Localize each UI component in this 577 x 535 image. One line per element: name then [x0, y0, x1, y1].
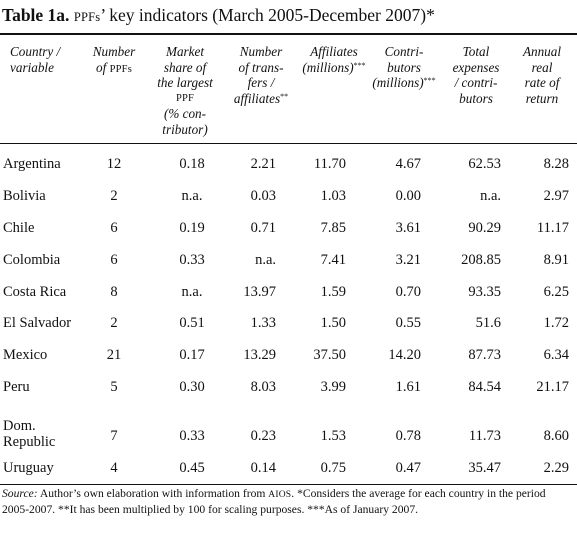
cell-return: 6.25	[543, 284, 569, 300]
cell-country: Uruguay	[3, 460, 54, 476]
cell-country: Argentina	[3, 156, 61, 172]
cell-number: 21	[106, 347, 122, 363]
cell-contributors: 0.00	[395, 188, 421, 204]
cell-affiliates: 1.03	[320, 188, 346, 204]
header-affiliates: Affiliates (millions)***	[302, 44, 366, 75]
cell-expenses: 11.73	[468, 428, 501, 444]
cell-number: 8	[110, 284, 118, 300]
cell-number: 2	[110, 315, 118, 331]
cell-affiliates: 3.99	[320, 379, 346, 395]
cell-affiliates: 11.70	[313, 156, 346, 172]
cell-market-share: 0.17	[179, 347, 205, 363]
cell-country: Dom. Republic	[3, 418, 56, 450]
cell-transfers: n.a.	[255, 252, 276, 268]
cell-market-share: 0.45	[179, 460, 205, 476]
cell-return: 8.28	[543, 156, 569, 172]
cell-transfers: 13.97	[243, 284, 276, 300]
cell-market-share: n.a.	[181, 188, 203, 204]
cell-return: 11.17	[536, 220, 569, 236]
cell-return: 2.29	[543, 460, 569, 476]
cell-number: 4	[110, 460, 118, 476]
cell-country: Bolivia	[3, 188, 46, 204]
cell-market-share: n.a.	[181, 284, 203, 300]
cell-expenses: 90.29	[468, 220, 501, 236]
header-transfers: Number of trans- fers / affiliates**	[233, 44, 289, 106]
header-return: Annual real rate of return	[522, 44, 562, 106]
header-number-ppfs: Number of PPFs	[92, 44, 136, 75]
cell-country: Mexico	[3, 347, 48, 363]
cell-affiliates: 0.75	[320, 460, 346, 476]
cell-affiliates: 1.53	[320, 428, 346, 444]
cell-country: Peru	[3, 379, 30, 395]
header-expenses: Total expenses / contri- butors	[452, 44, 500, 106]
title-acronym: PPFs	[73, 10, 101, 24]
cell-contributors: 0.70	[395, 284, 421, 300]
cell-expenses: 51.6	[475, 315, 501, 331]
cell-contributors: 1.61	[395, 379, 421, 395]
cell-transfers: 1.33	[250, 315, 276, 331]
cell-affiliates: 1.59	[320, 284, 346, 300]
cell-contributors: 0.78	[395, 428, 421, 444]
table-label: Table 1a.	[2, 5, 70, 25]
cell-market-share: 0.18	[179, 156, 205, 172]
cell-transfers: 0.71	[250, 220, 276, 236]
cell-expenses: 62.53	[468, 156, 501, 172]
cell-contributors: 3.61	[395, 220, 421, 236]
cell-transfers: 13.29	[243, 347, 276, 363]
cell-market-share: 0.33	[179, 252, 205, 268]
cell-affiliates: 1.50	[320, 315, 346, 331]
cell-affiliates: 37.50	[313, 347, 346, 363]
cell-transfers: 0.14	[250, 460, 276, 476]
cell-transfers: 8.03	[250, 379, 276, 395]
cell-contributors: 3.21	[395, 252, 421, 268]
cell-country: El Salvador	[3, 315, 72, 331]
cell-contributors: 0.47	[395, 460, 421, 476]
cell-number: 6	[110, 252, 118, 268]
bottom-rule	[0, 484, 577, 485]
cell-expenses: 93.35	[468, 284, 501, 300]
cell-return: 2.97	[543, 188, 569, 204]
cell-market-share: 0.30	[179, 379, 205, 395]
cell-transfers: 0.23	[250, 428, 276, 444]
cell-return: 8.60	[543, 428, 569, 444]
header-country: Country / variable	[10, 44, 61, 75]
cell-expenses: n.a.	[480, 188, 501, 204]
header-market-share: Market share of the largest PPF (% con- …	[157, 44, 213, 137]
cell-number: 2	[110, 188, 118, 204]
header-contributors: Contri- butors (millions)***	[372, 44, 436, 90]
cell-affiliates: 7.41	[320, 252, 346, 268]
cell-contributors: 0.55	[395, 315, 421, 331]
cell-number: 5	[110, 379, 118, 395]
cell-number: 6	[110, 220, 118, 236]
top-rule	[0, 33, 577, 35]
cell-expenses: 208.85	[461, 252, 501, 268]
source-note: Source: Author’s own elaboration with in…	[2, 487, 546, 516]
cell-transfers: 2.21	[250, 156, 276, 172]
cell-return: 8.91	[543, 252, 569, 268]
cell-market-share: 0.51	[179, 315, 205, 331]
cell-expenses: 87.73	[468, 347, 501, 363]
cell-transfers: 0.03	[250, 188, 276, 204]
cell-affiliates: 7.85	[320, 220, 346, 236]
cell-market-share: 0.33	[179, 428, 205, 444]
cell-expenses: 84.54	[468, 379, 501, 395]
cell-return: 1.72	[543, 315, 569, 331]
title-mark: *	[426, 5, 435, 25]
cell-country: Chile	[3, 220, 35, 236]
cell-contributors: 14.20	[388, 347, 421, 363]
cell-return: 21.17	[536, 379, 569, 395]
cell-number: 7	[110, 428, 118, 444]
table-title: Table 1a. PPFs’ key indicators (March 20…	[2, 5, 435, 26]
header-rule	[0, 143, 577, 144]
cell-country: Costa Rica	[3, 284, 67, 300]
cell-expenses: 35.47	[468, 460, 501, 476]
cell-number: 12	[106, 156, 122, 172]
cell-market-share: 0.19	[179, 220, 205, 236]
cell-return: 6.34	[543, 347, 569, 363]
cell-contributors: 4.67	[395, 156, 421, 172]
title-text: ’ key indicators (March 2005-December 20…	[100, 5, 427, 25]
cell-country: Colombia	[3, 252, 61, 268]
